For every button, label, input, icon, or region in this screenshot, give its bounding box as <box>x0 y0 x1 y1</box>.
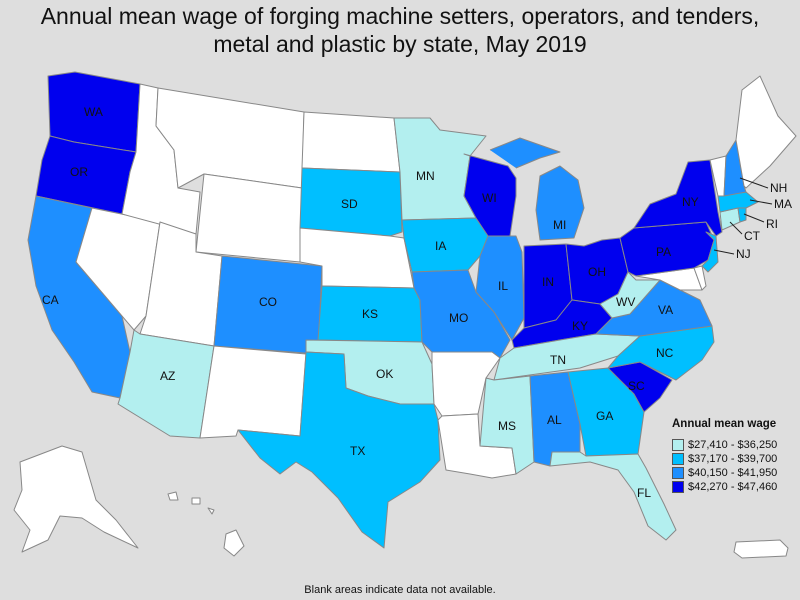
label-in: IN <box>542 275 554 289</box>
label-sd: SD <box>341 197 358 211</box>
label-al: AL <box>547 413 562 427</box>
label-wa: WA <box>84 105 103 119</box>
label-mo: MO <box>449 311 468 325</box>
state-nh[interactable] <box>723 139 747 197</box>
label-fl: FL <box>637 486 651 500</box>
state-nd[interactable] <box>301 111 401 173</box>
legend-swatch <box>672 452 684 465</box>
leader-ma <box>749 199 773 205</box>
label-az: AZ <box>160 369 175 383</box>
state-la[interactable] <box>437 413 517 479</box>
legend-label: $42,270 - $47,460 <box>688 480 778 493</box>
state-ak[interactable] <box>13 445 139 553</box>
legend-item: $37,170 - $39,700 <box>672 452 800 465</box>
legend: Annual mean wage $27,410 - $36,250 $37,1… <box>672 418 800 494</box>
leader-nj <box>713 249 735 255</box>
label-ms: MS <box>498 419 516 433</box>
label-co: CO <box>259 295 277 309</box>
label-nh: NH <box>770 181 787 195</box>
label-ks: KS <box>362 307 378 321</box>
state-wv[interactable] <box>599 271 661 319</box>
label-oh: OH <box>588 265 606 279</box>
legend-item: $27,410 - $36,250 <box>672 438 800 451</box>
state-pr[interactable] <box>733 539 789 559</box>
state-mt[interactable] <box>155 87 305 189</box>
label-ri: RI <box>766 217 778 231</box>
state-hi[interactable] <box>167 491 245 557</box>
legend-label: $37,170 - $39,700 <box>688 452 778 465</box>
label-ky: KY <box>572 319 588 333</box>
label-tx: TX <box>350 444 365 458</box>
title-line-1: Annual mean wage of forging machine sett… <box>40 3 760 29</box>
label-wi: WI <box>482 191 497 205</box>
label-ok: OK <box>376 367 393 381</box>
label-or: OR <box>70 165 88 179</box>
legend-swatch <box>672 438 684 451</box>
legend-item: $40,150 - $41,950 <box>672 466 800 479</box>
state-fl[interactable] <box>549 451 677 541</box>
label-wv: WV <box>616 295 635 309</box>
label-tn: TN <box>550 353 566 367</box>
chart-title: Annual mean wage of forging machine sett… <box>0 2 800 58</box>
state-de[interactable] <box>693 265 707 291</box>
legend-swatch <box>672 480 684 493</box>
state-sd[interactable] <box>299 167 403 237</box>
label-ia: IA <box>435 239 446 253</box>
label-nc: NC <box>656 346 674 360</box>
leader-ct <box>729 221 743 235</box>
leader-nh <box>739 177 769 189</box>
label-il: IL <box>498 279 508 293</box>
state-ny[interactable] <box>633 159 723 237</box>
label-mn: MN <box>416 169 435 183</box>
state-tx[interactable] <box>237 351 441 549</box>
state-ri[interactable] <box>737 207 747 223</box>
label-mi: MI <box>553 218 566 232</box>
state-az[interactable] <box>117 329 215 439</box>
label-pa: PA <box>656 245 671 259</box>
state-wy[interactable] <box>195 173 303 263</box>
legend-label: $40,150 - $41,950 <box>688 466 778 479</box>
footnote: Blank areas indicate data not available. <box>304 584 496 596</box>
state-mi[interactable] <box>489 137 585 241</box>
legend-swatch <box>672 466 684 479</box>
legend-item: $42,270 - $47,460 <box>672 480 800 493</box>
label-ca: CA <box>42 293 59 307</box>
state-nj[interactable] <box>701 231 719 273</box>
state-me[interactable] <box>735 75 797 189</box>
label-ga: GA <box>596 409 613 423</box>
label-ma: MA <box>774 197 792 211</box>
legend-label: $27,410 - $36,250 <box>688 438 778 451</box>
label-ny: NY <box>682 195 699 209</box>
title-line-2: metal and plastic by state, May 2019 <box>213 31 587 57</box>
label-va: VA <box>658 303 673 317</box>
label-ct: CT <box>744 229 761 243</box>
leader-ri <box>743 213 765 223</box>
state-nm[interactable] <box>199 345 307 439</box>
legend-title: Annual mean wage <box>672 418 777 430</box>
label-nj: NJ <box>736 247 751 261</box>
label-sc: SC <box>628 379 645 393</box>
